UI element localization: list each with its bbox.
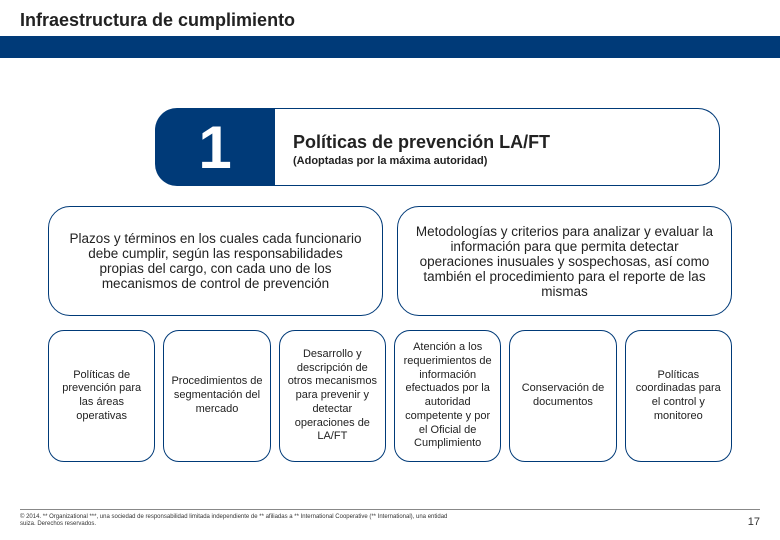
section-caption: Políticas de prevención LA/FT (Adoptadas… (275, 108, 720, 186)
section-number: 1 (155, 108, 275, 186)
section-caption-subtitle: (Adoptadas por la máxima autoridad) (293, 155, 701, 167)
card-large: Plazos y términos en los cuales cada fun… (48, 206, 383, 316)
card-small: Políticas de prevención para las áreas o… (48, 330, 155, 462)
page-title: Infraestructura de cumplimiento (20, 10, 780, 31)
footer-fineprint: © 2014. ** Organizational ***, una socie… (20, 514, 460, 528)
card-small: Políticas coordinadas para el control y … (625, 330, 732, 462)
header-blue-band (0, 36, 780, 58)
title-bar: Infraestructura de cumplimiento (0, 0, 780, 56)
footer: © 2014. ** Organizational ***, una socie… (20, 509, 760, 528)
card-small: Procedimientos de segmentación del merca… (163, 330, 270, 462)
section-caption-title: Políticas de prevención LA/FT (293, 132, 701, 153)
card-small: Conservación de documentos (509, 330, 616, 462)
cards-row-3: Políticas de prevención para las áreas o… (48, 330, 732, 462)
page-number: 17 (748, 516, 760, 528)
card-large: Metodologías y criterios para analizar y… (397, 206, 732, 316)
cards-row-2: Plazos y términos en los cuales cada fun… (48, 206, 732, 316)
section-1-header: 1 Políticas de prevención LA/FT (Adoptad… (155, 108, 720, 186)
card-small: Desarrollo y descripción de otros mecani… (279, 330, 386, 462)
card-small: Atención a los requerimientos de informa… (394, 330, 501, 462)
